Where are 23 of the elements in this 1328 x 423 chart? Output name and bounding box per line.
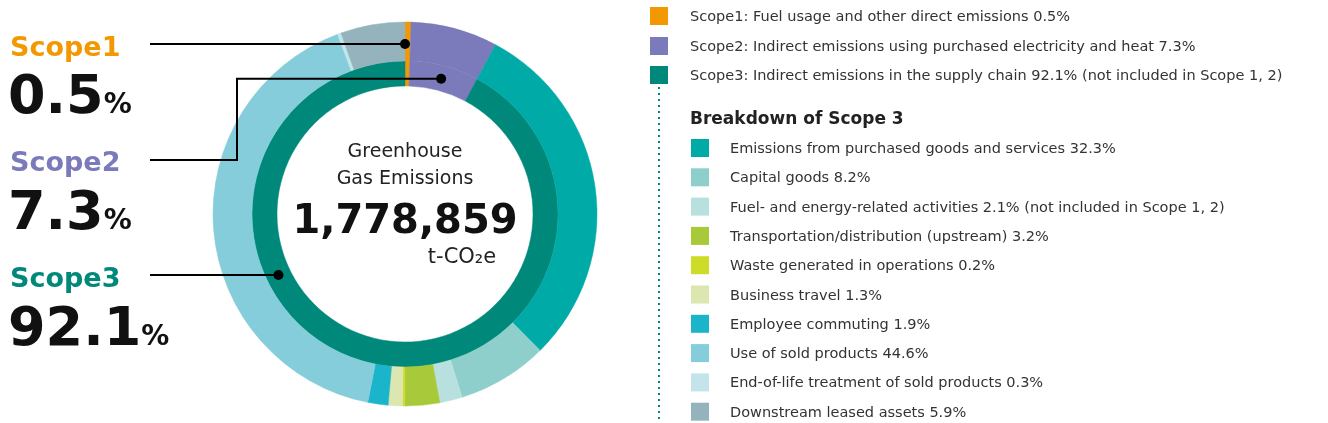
legend-label: Capital goods 8.2% bbox=[730, 169, 871, 186]
legend-label: Emissions from purchased goods and services 32.3% bbox=[730, 140, 1116, 156]
text: Scope1 bbox=[10, 31, 121, 62]
legend-label: Scope1: Fuel usage and other direct emissions 0.5% bbox=[690, 8, 1071, 24]
legend-label: Downstream leased assets 5.9% bbox=[730, 403, 967, 420]
text: 1,778,859 bbox=[292, 196, 518, 242]
data-label: 7.3% bbox=[8, 179, 132, 242]
legend-title: Breakdown of Scope 3 bbox=[690, 108, 904, 128]
data-label: 92.1% bbox=[8, 295, 170, 358]
legend-label: End-of-life treatment of sold products 0.3% bbox=[730, 374, 1044, 391]
legend-label: Transportation/distribution (upstream) 3.2% bbox=[729, 227, 1049, 244]
text: Scope2 bbox=[10, 146, 121, 177]
legend-label: Scope3: Indirect emissions in the supply chain 92.1% (not included in Scope 1, 2) bbox=[690, 67, 1283, 83]
text: Scope3 bbox=[10, 262, 121, 293]
legend-label: Fuel- and energy-related activities 2.1% (not included in Scope 1, 2) bbox=[730, 198, 1225, 215]
legend-label: Use of sold products 44.6% bbox=[730, 345, 929, 362]
text: t-CO₂e bbox=[427, 244, 497, 268]
legend-label: Scope2: Indirect emissions using purchased electricity and heat 7.3% bbox=[690, 38, 1196, 54]
legend-label: Waste generated in operations 0.2% bbox=[730, 257, 996, 274]
text: Greenhouse Gas Emissions bbox=[336, 139, 474, 188]
data-label: 0.5% bbox=[8, 63, 132, 126]
legend-label: Employee commuting 1.9% bbox=[730, 315, 931, 332]
legend-label: Business travel 1.3% bbox=[730, 286, 883, 303]
